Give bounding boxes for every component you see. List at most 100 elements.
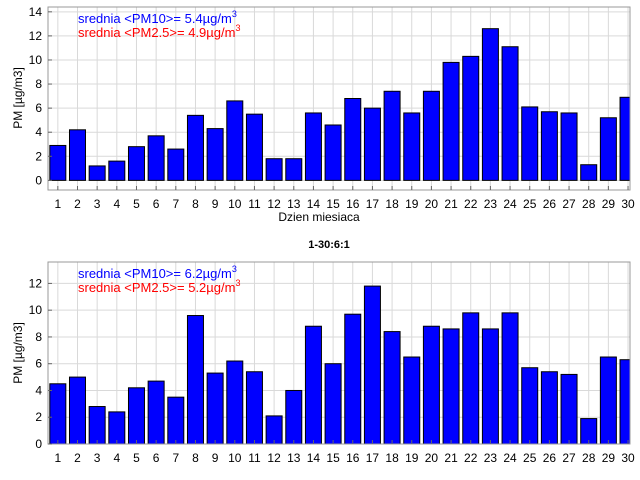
bar-day-3 bbox=[88, 406, 106, 444]
y-tick-label: 10 bbox=[29, 53, 43, 67]
bar-day-10 bbox=[226, 360, 244, 444]
mean-annotation: srednia <PM10>= 6.2µg/m3 bbox=[78, 264, 237, 281]
bar-day-29 bbox=[599, 117, 617, 181]
bar-day-16 bbox=[344, 98, 362, 181]
bar-day-29 bbox=[599, 356, 617, 444]
bar-day-9 bbox=[206, 128, 224, 181]
x-tick-label: 10 bbox=[228, 197, 242, 211]
x-tick-label: 25 bbox=[523, 451, 537, 465]
y-tick-label: 4 bbox=[35, 125, 42, 139]
bar-day-10 bbox=[226, 100, 244, 181]
bar-day-24 bbox=[501, 312, 519, 444]
x-tick-label: 16 bbox=[346, 451, 360, 465]
x-tick-label: 15 bbox=[326, 451, 340, 465]
y-tick-label: 4 bbox=[35, 383, 42, 397]
bar-day-17 bbox=[363, 107, 381, 181]
x-tick-label: 26 bbox=[543, 197, 557, 211]
axes-box bbox=[47, 6, 631, 191]
bar-day-8 bbox=[186, 315, 204, 444]
axes-box bbox=[47, 261, 631, 445]
x-tick-label: 17 bbox=[366, 197, 380, 211]
bar-day-25 bbox=[521, 106, 539, 181]
bar-day-15 bbox=[324, 124, 342, 181]
bars bbox=[49, 28, 630, 181]
bar-day-24 bbox=[501, 46, 519, 181]
x-tick-label: 7 bbox=[172, 451, 179, 465]
y-tick-label: 12 bbox=[29, 29, 43, 43]
x-tick-label: 27 bbox=[562, 197, 576, 211]
y-tick-label: 8 bbox=[35, 330, 42, 344]
bar-day-4 bbox=[108, 411, 126, 444]
bar-day-23 bbox=[481, 28, 499, 181]
x-tick-label: 3 bbox=[94, 197, 101, 211]
bar-day-27 bbox=[560, 112, 578, 181]
x-tick-label: 15 bbox=[326, 197, 340, 211]
x-tick-label: 24 bbox=[503, 197, 517, 211]
bar-day-11 bbox=[245, 371, 263, 444]
chart-title: 1-30:6:1 bbox=[308, 239, 350, 251]
x-tick-label: 8 bbox=[192, 451, 199, 465]
bar-day-26 bbox=[540, 371, 558, 444]
mean-annotation: srednia <PM2.5>= 4.9µg/m3 bbox=[78, 23, 240, 40]
bar-day-30 bbox=[619, 359, 630, 444]
x-tick-label: 2 bbox=[74, 197, 81, 211]
bar-day-12 bbox=[265, 415, 283, 444]
x-tick-label: 17 bbox=[366, 451, 380, 465]
x-axis-label: Dzien miesiaca bbox=[278, 210, 360, 224]
x-tick-label: 18 bbox=[385, 197, 399, 211]
x-tick-label: 21 bbox=[444, 197, 458, 211]
x-tick-label: 4 bbox=[113, 451, 120, 465]
x-tick-label: 16 bbox=[346, 197, 360, 211]
bar-day-1 bbox=[49, 383, 67, 444]
bar-day-17 bbox=[363, 285, 381, 444]
bar-day-15 bbox=[324, 363, 342, 444]
x-tick-label: 9 bbox=[212, 197, 219, 211]
bar-day-18 bbox=[383, 331, 401, 444]
x-tick-label: 19 bbox=[405, 197, 419, 211]
x-tick-label: 26 bbox=[543, 451, 557, 465]
x-tick-label: 20 bbox=[425, 451, 439, 465]
bar-day-2 bbox=[68, 129, 86, 181]
x-tick-label: 22 bbox=[464, 451, 478, 465]
bar-day-19 bbox=[403, 356, 421, 444]
x-tick-label: 22 bbox=[464, 197, 478, 211]
x-tick-label: 30 bbox=[621, 197, 635, 211]
y-tick-label: 6 bbox=[35, 357, 42, 371]
x-tick-label: 25 bbox=[523, 197, 537, 211]
y-axis-label-bottom: PM [µg/m3] bbox=[11, 322, 25, 384]
bar-day-21 bbox=[442, 61, 460, 181]
x-tick-label: 30 bbox=[621, 451, 635, 465]
mean-annotation: srednia <PM2.5>= 5.2µg/m3 bbox=[78, 278, 240, 295]
y-tick-label: 2 bbox=[35, 410, 42, 424]
bar-day-7 bbox=[167, 148, 185, 181]
bar-day-23 bbox=[481, 328, 499, 444]
x-tick-label: 7 bbox=[172, 197, 179, 211]
y-tick-label: 0 bbox=[35, 173, 42, 187]
x-tick-label: 5 bbox=[133, 197, 140, 211]
x-tick-label: 6 bbox=[153, 451, 160, 465]
x-tick-label: 14 bbox=[307, 197, 321, 211]
bar-day-20 bbox=[422, 90, 440, 181]
bar-day-6 bbox=[147, 135, 165, 181]
y-tick-label: 12 bbox=[29, 276, 43, 290]
bar-day-19 bbox=[403, 112, 421, 181]
x-tick-label: 21 bbox=[444, 451, 458, 465]
bar-day-20 bbox=[422, 325, 440, 444]
bar-day-11 bbox=[245, 113, 263, 181]
x-tick-label: 28 bbox=[582, 197, 596, 211]
bar-day-4 bbox=[108, 160, 126, 181]
x-tick-label: 23 bbox=[484, 197, 498, 211]
y-tick-label: 8 bbox=[35, 77, 42, 91]
x-tick-label: 3 bbox=[94, 451, 101, 465]
x-tick-label: 28 bbox=[582, 451, 596, 465]
y-tick-label: 6 bbox=[35, 101, 42, 115]
x-tick-label: 1 bbox=[54, 451, 61, 465]
x-tick-label: 12 bbox=[267, 451, 281, 465]
bar-day-13 bbox=[285, 389, 303, 444]
x-tick-label: 19 bbox=[405, 451, 419, 465]
y-axis-label-top: PM [µg/m3] bbox=[11, 67, 25, 129]
bar-day-5 bbox=[127, 146, 145, 181]
x-tick-label: 11 bbox=[248, 451, 261, 465]
